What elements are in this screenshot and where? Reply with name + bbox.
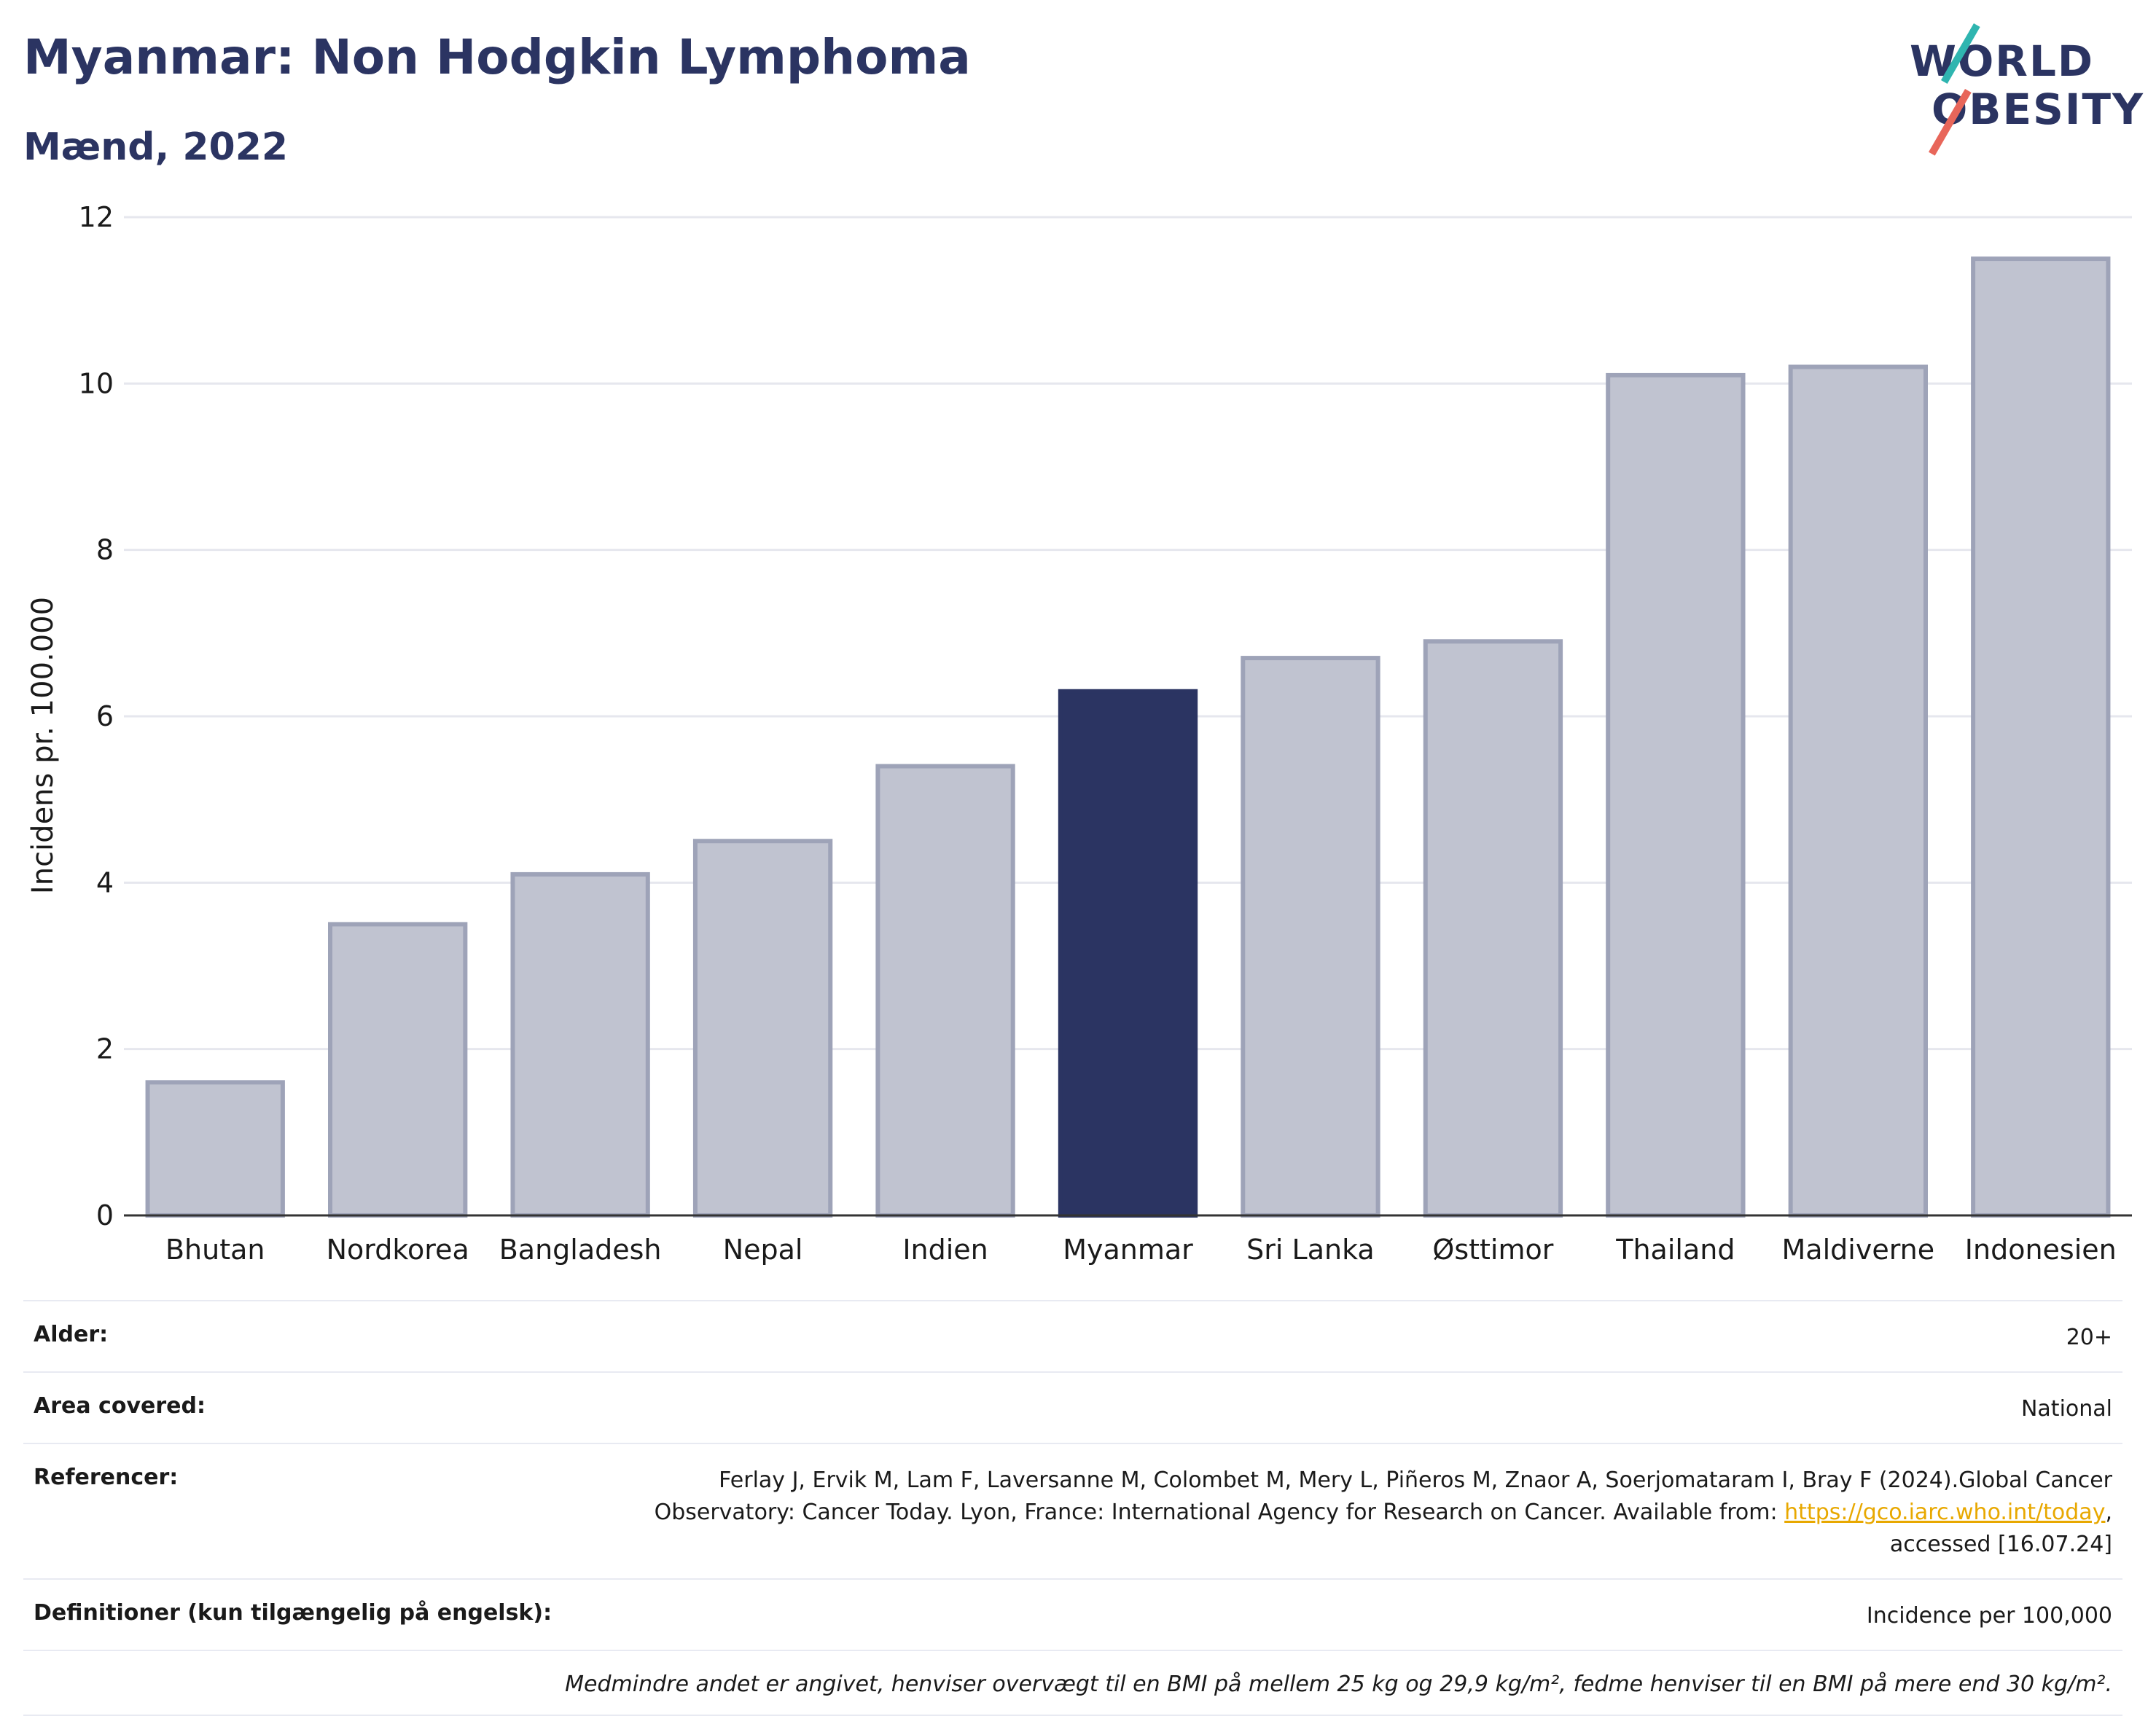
y-tick-label: 0	[96, 1199, 114, 1231]
x-tick-label: Myanmar	[1063, 1234, 1193, 1266]
y-tick-label: 4	[96, 866, 114, 898]
meta-row-references: Referencer: Ferlay J, Ervik M, Lam F, La…	[23, 1443, 2122, 1578]
x-tick-labels: Bhutan Nordkorea Bangladesh Nepal Indien Myan…	[165, 1234, 2117, 1266]
logo-line-1: WORLD	[1910, 36, 2095, 86]
bar-bangladesh	[510, 871, 650, 1218]
bar-sri-lanka	[1241, 656, 1380, 1218]
x-tick-label: Indien	[902, 1234, 988, 1266]
reference-text-3: ,	[2105, 1500, 2112, 1525]
y-tick-label: 10	[79, 367, 114, 399]
x-tick-label: Bangladesh	[499, 1234, 662, 1266]
x-tick-label: Nordkorea	[327, 1234, 469, 1266]
area-value: National	[2020, 1396, 2112, 1422]
bar-thailand	[1606, 372, 1746, 1218]
metadata-table: Alder: 20+ Area covered: National Refere…	[23, 1300, 2122, 1716]
y-tick-label: 2	[96, 1033, 114, 1065]
x-tick-label: Sri Lanka	[1246, 1234, 1375, 1266]
reference-link[interactable]: https://gco.iarc.who.int/today	[1784, 1500, 2106, 1525]
bar-myanmar	[1058, 689, 1198, 1218]
bmi-note: Medmindre andet er angivet, henviser ove…	[23, 1650, 2122, 1716]
x-tick-label: Østtimor	[1432, 1234, 1553, 1266]
x-tick-label: Bhutan	[165, 1234, 265, 1266]
definitions-label: Definitioner (kun tilgængelig på engelsk…	[34, 1600, 552, 1626]
page-title: Myanmar: Non Hodgkin Lymphoma	[23, 29, 971, 85]
bar-nordkorea	[328, 922, 468, 1218]
meta-row-area: Area covered: National	[23, 1371, 2122, 1443]
x-tick-label: Maldiverne	[1782, 1234, 1935, 1266]
x-tick-label: Nepal	[723, 1234, 803, 1266]
definitions-value: Incidence per 100,000	[1866, 1603, 2112, 1629]
bars	[145, 256, 2111, 1218]
bar-indonesien	[1971, 256, 2111, 1218]
age-label: Alder:	[34, 1322, 109, 1347]
x-tick-label: Indonesien	[1965, 1234, 2117, 1266]
reference-text-2: Observatory: Cancer Today. Lyon, France:…	[654, 1500, 1785, 1525]
world-obesity-logo: WORLD OBESITY	[1895, 22, 2143, 156]
y-axis-title: Incidens pr. 100.000	[26, 597, 60, 894]
bar-chart: 0 2 4 6 8 10 12 Bhutan Nordkorea Bangladesh Nepal…	[26, 201, 2132, 1266]
meta-row-definitions: Definitioner (kun tilgængelig på engelsk…	[23, 1578, 2122, 1650]
age-value: 20+	[2066, 1325, 2112, 1350]
y-tick-label: 8	[96, 534, 114, 566]
y-tick-label: 6	[96, 700, 114, 732]
y-tick-label: 12	[79, 201, 114, 233]
bar-nepal	[692, 839, 833, 1218]
references-value: Ferlay J, Ervik M, Lam F, Laversanne M, …	[655, 1465, 2112, 1561]
bar-indien	[875, 764, 1015, 1218]
page-subtitle: Mænd, 2022	[23, 125, 289, 169]
references-label: Referencer:	[34, 1465, 179, 1490]
reference-text-4: accessed [16.07.24]	[1889, 1532, 2112, 1557]
bar-østtimor	[1423, 639, 1563, 1218]
meta-row-age: Alder: 20+	[23, 1300, 2122, 1371]
area-label: Area covered:	[34, 1393, 206, 1419]
reference-text-1: Ferlay J, Ervik M, Lam F, Laversanne M, …	[719, 1468, 2112, 1493]
y-tick-labels: 0 2 4 6 8 10 12	[79, 201, 114, 1231]
bar-bhutan	[145, 1080, 285, 1218]
bar-maldiverne	[1788, 364, 1928, 1218]
x-tick-label: Thailand	[1615, 1234, 1735, 1266]
